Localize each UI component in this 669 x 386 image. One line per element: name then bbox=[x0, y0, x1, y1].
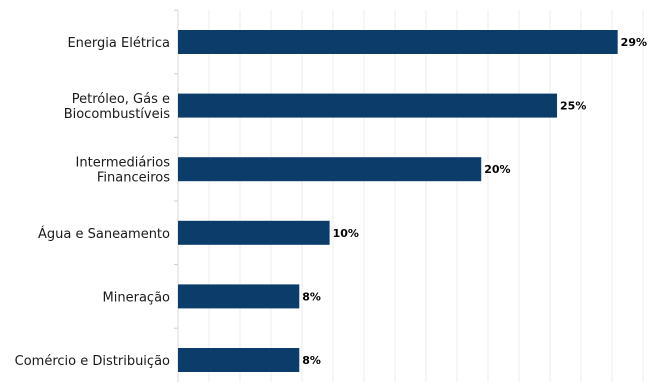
bar-value-label: 29% bbox=[621, 36, 647, 49]
bar-6 bbox=[178, 348, 300, 372]
category-label-line: Financeiros bbox=[97, 171, 170, 186]
category-label-line: Biocombustíveis bbox=[64, 107, 171, 122]
category-label-line: Comércio e Distribuição bbox=[15, 354, 170, 369]
category-label: Comércio e Distribuição bbox=[15, 354, 170, 369]
bar-value-label: 25% bbox=[560, 100, 586, 113]
category-label-line: Mineração bbox=[103, 290, 170, 305]
category-label-line: Água e Saneamento bbox=[38, 226, 170, 242]
bars-layer bbox=[178, 30, 618, 372]
bar-5 bbox=[178, 284, 300, 309]
bar-3 bbox=[178, 157, 482, 182]
category-label-line: Intermediários bbox=[76, 156, 171, 171]
bar-value-label: 10% bbox=[333, 227, 359, 240]
bar-1 bbox=[178, 30, 618, 54]
labels-layer: 29% Energia Elétrica 25% Petróleo, Gás e Bio… bbox=[15, 36, 647, 369]
bar-2 bbox=[178, 93, 558, 118]
bar-value-label: 8% bbox=[302, 354, 321, 367]
category-label: Energia Elétrica bbox=[67, 36, 170, 51]
grid-layer bbox=[174, 9, 644, 382]
bar-value-label: 20% bbox=[484, 163, 510, 176]
category-label: Água e Saneamento bbox=[38, 226, 170, 242]
category-label: Petróleo, Gás e Biocombustíveis bbox=[64, 92, 171, 122]
category-label-line: Petróleo, Gás e bbox=[72, 92, 170, 107]
category-label-line: Energia Elétrica bbox=[67, 36, 170, 51]
category-label: Mineração bbox=[103, 290, 170, 305]
bar-4 bbox=[178, 220, 330, 245]
category-label: Intermediários Financeiros bbox=[76, 156, 171, 186]
bar-value-label: 8% bbox=[302, 290, 321, 303]
